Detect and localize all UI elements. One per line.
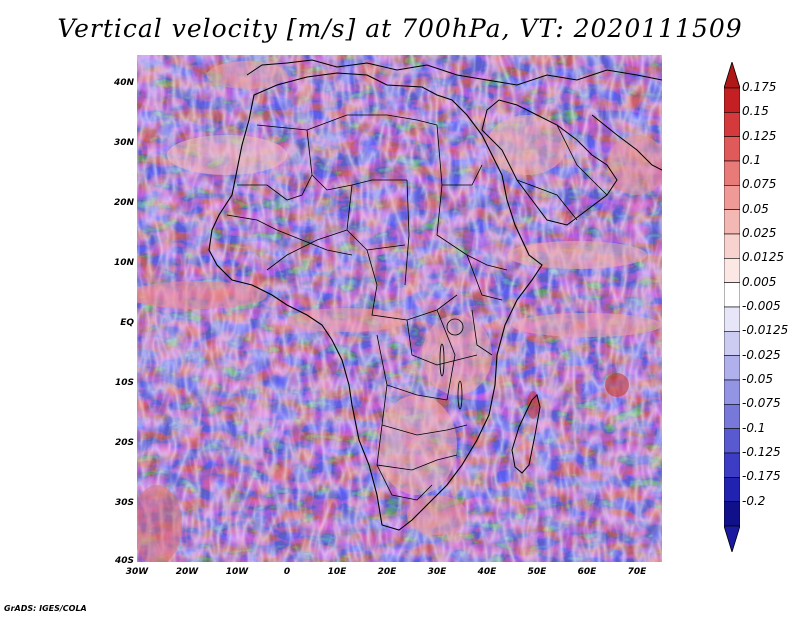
colorbar-segment xyxy=(724,404,740,429)
colorbar-segment xyxy=(724,428,740,454)
europe-coastline xyxy=(246,59,662,86)
colorbar-segment xyxy=(724,258,740,283)
colorbar-segment xyxy=(724,112,740,137)
asia-coastline xyxy=(591,114,662,171)
lon-label-50e: 50E xyxy=(527,567,547,577)
colorbar-segment xyxy=(724,477,740,502)
colorbar-segment xyxy=(724,355,740,381)
colorbar-label: -0.025 xyxy=(742,347,781,362)
colorbar-label: 0.005 xyxy=(742,274,777,289)
map-canvas xyxy=(137,55,662,562)
colorbar-segment xyxy=(724,282,740,308)
lon-label-20e: 20E xyxy=(377,567,397,577)
lon-label-20w: 20W xyxy=(175,567,199,577)
lat-label-10n: 10N xyxy=(113,258,134,268)
positive-velocity-areas xyxy=(137,61,662,562)
colorbar-label: 0.0125 xyxy=(742,250,784,265)
map-title: Vertical velocity [m/s] at 700hPa, VT: 2… xyxy=(57,14,743,43)
credit-text: GrADS: IGES/COLA xyxy=(4,604,87,613)
lon-label-10e: 10E xyxy=(327,567,347,577)
lon-label-30w: 30W xyxy=(125,567,149,577)
velocity-map xyxy=(137,55,662,562)
colorbar-label: -0.1 xyxy=(742,420,766,435)
colorbar-label: -0.2 xyxy=(742,493,766,508)
lat-label-20s: 20S xyxy=(114,438,134,448)
colorbar-label: -0.125 xyxy=(742,445,781,459)
colorbar-segment xyxy=(724,185,740,210)
colorbar-label: 0.125 xyxy=(742,128,777,143)
lon-label-70e: 70E xyxy=(627,567,647,577)
colorbar-label: -0.0125 xyxy=(742,323,789,338)
lon-label-10w: 10W xyxy=(225,567,249,577)
lon-label-30e: 30E xyxy=(427,567,447,577)
lat-label-eq: EQ xyxy=(120,318,134,328)
colorbar-label: -0.005 xyxy=(742,299,781,313)
colorbar-segment xyxy=(724,501,740,527)
lat-label-30s: 30S xyxy=(114,498,134,508)
lat-label-20n: 20N xyxy=(113,198,134,208)
colorbar-segment xyxy=(724,160,740,186)
lakes xyxy=(439,318,464,410)
colorbar-segment xyxy=(724,87,740,113)
colorbar-segment xyxy=(724,331,740,356)
colorbar-label: 0.05 xyxy=(742,201,769,216)
colorbar-label: -0.05 xyxy=(742,372,774,386)
colorbar-label: 0.1 xyxy=(742,153,762,167)
colorbar-label: 0.075 xyxy=(742,177,777,192)
colorbar xyxy=(724,62,740,552)
madagascar-coastline xyxy=(511,394,541,474)
colorbar-label: 0.025 xyxy=(742,226,777,240)
colorbar-segment xyxy=(724,209,740,235)
lat-label-10s: 10S xyxy=(114,378,134,388)
colorbar-segment xyxy=(724,136,740,162)
lon-label-60e: 60E xyxy=(577,567,597,577)
colorbar-bottom-arrow xyxy=(724,525,740,552)
colorbar-label: 0.175 xyxy=(742,80,777,94)
africa-coastline xyxy=(208,72,543,531)
colorbar-segment xyxy=(724,379,740,405)
colorbar-label: 0.15 xyxy=(742,104,769,119)
colorbar-label: -0.075 xyxy=(742,396,781,411)
arabia-coastline xyxy=(481,99,618,226)
lat-label-40n: 40N xyxy=(113,78,134,88)
lon-label-40e: 40E xyxy=(477,567,497,577)
lat-label-30n: 30N xyxy=(113,138,134,148)
colorbar-top-arrow xyxy=(724,62,740,89)
colorbar-segment xyxy=(724,452,740,478)
colorbar-label: -0.175 xyxy=(742,469,781,484)
colorbar-segment xyxy=(724,306,740,332)
colorbar-segment xyxy=(724,233,740,259)
country-borders xyxy=(226,114,608,501)
lon-label-0: 0 xyxy=(283,567,291,577)
lat-label-40s: 40S xyxy=(114,556,134,566)
